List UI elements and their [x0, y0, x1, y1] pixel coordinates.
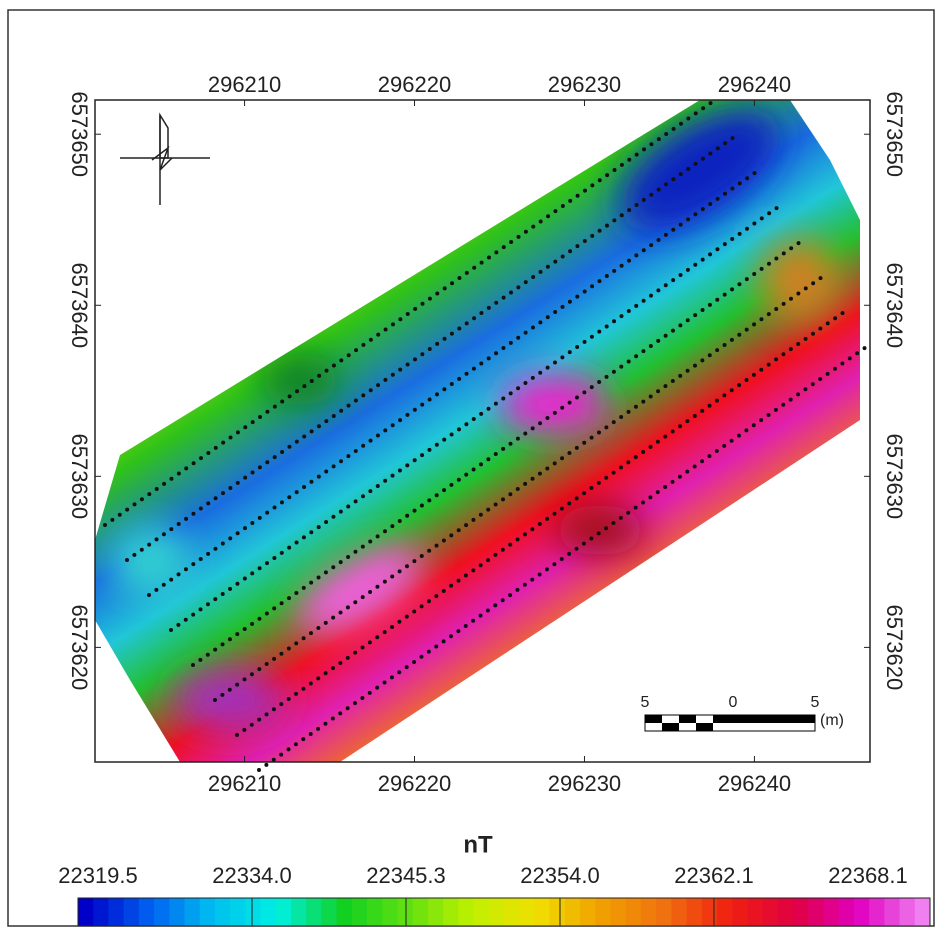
- colorbar-cell: [519, 898, 535, 926]
- y-tick-label-left: 6573620: [67, 605, 92, 691]
- survey-line: [257, 343, 871, 772]
- colorbar-cell: [838, 898, 855, 926]
- survey-line: [169, 203, 783, 632]
- scale-label: 5: [811, 694, 820, 711]
- colorbar-cell: [899, 898, 916, 926]
- colorbar-cell: [427, 898, 444, 926]
- colorbar-cell: [625, 898, 642, 926]
- colorbar-label: 22345.3: [366, 863, 446, 888]
- y-tick-label-right: 6573650: [882, 91, 907, 177]
- colorbar-title: nT: [463, 831, 493, 858]
- scale-label: 0: [729, 694, 738, 711]
- north-arrow: [120, 112, 210, 205]
- colorbar-label: 22354.0: [520, 863, 600, 888]
- colorbar-cell: [640, 898, 657, 926]
- colorbar-cell: [747, 898, 764, 926]
- colorbar-cell: [823, 898, 840, 926]
- colorbar-cell: [291, 898, 307, 926]
- colorbar: 22319.5 22334.0 22345.3 22354.0 22362.1 22368…: [58, 863, 931, 927]
- y-tick-label-right: 6573630: [882, 434, 907, 520]
- colorbar-cell: [884, 898, 901, 926]
- survey-line: [125, 133, 739, 562]
- colorbar-cell: [123, 898, 140, 926]
- colorbar-cell: [169, 898, 185, 926]
- survey-line: [191, 238, 805, 667]
- colorbar-label: 22319.5: [58, 863, 138, 888]
- colorbar-cell: [701, 898, 718, 926]
- scale-bar: 5 0 5 (m): [641, 694, 844, 732]
- colorbar-cell: [275, 898, 292, 926]
- x-tick-label-bottom: 296240: [718, 771, 791, 796]
- survey-line: [103, 98, 717, 527]
- x-tick-label-bottom: 296210: [208, 771, 281, 796]
- colorbar-cell: [367, 898, 383, 926]
- x-tick-label-top: 296240: [718, 72, 791, 97]
- scale-unit: (m): [820, 712, 844, 729]
- plot-border: [94, 99, 871, 763]
- colorbar-cell: [184, 898, 201, 926]
- colorbar-cell: [78, 898, 94, 926]
- x-tick-label-bottom: 296220: [378, 771, 451, 796]
- colorbar-cell: [869, 898, 885, 926]
- survey-line: [147, 168, 761, 597]
- magnetic-field: [95, 100, 860, 762]
- colorbar-cell: [260, 898, 277, 926]
- colorbar-cell: [321, 898, 338, 926]
- colorbar-cell: [610, 898, 627, 926]
- x-tick-label-top: 296210: [208, 72, 281, 97]
- colorbar-cell: [108, 898, 125, 926]
- colorbar-cell: [777, 898, 794, 926]
- survey-line: [213, 273, 827, 702]
- x-tick-label-top: 296230: [548, 72, 621, 97]
- colorbar-cell: [671, 898, 688, 926]
- scale-label: 5: [641, 694, 650, 711]
- colorbar-cell: [488, 898, 505, 926]
- colorbar-cell: [245, 898, 262, 926]
- colorbar-cell: [382, 898, 398, 926]
- colorbar-cell: [732, 898, 748, 926]
- colorbar-cell: [473, 898, 490, 926]
- colorbar-cell: [214, 898, 231, 926]
- survey-line: [235, 308, 849, 737]
- colorbar-cell: [762, 898, 779, 926]
- x-tick-label-bottom: 296230: [548, 771, 621, 796]
- survey-lines: [103, 98, 871, 772]
- colorbar-cell: [443, 898, 459, 926]
- colorbar-cell: [717, 898, 733, 926]
- colorbar-cell: [595, 898, 611, 926]
- y-tick-label-left: 6573640: [67, 262, 92, 348]
- colorbar-cell: [580, 898, 596, 926]
- colorbar-label: 22368.1: [828, 863, 908, 888]
- colorbar-border: [77, 897, 931, 927]
- colorbar-cell: [397, 898, 414, 926]
- y-tick-label-left: 6573630: [67, 434, 92, 520]
- colorbar-cell: [336, 898, 353, 926]
- colorbar-cell: [412, 898, 429, 926]
- colorbar-cell: [793, 898, 809, 926]
- colorbar-cell: [199, 898, 216, 926]
- colorbar-label: 22362.1: [674, 863, 754, 888]
- colorbar-cell: [808, 898, 824, 926]
- colorbar-cell: [138, 898, 155, 926]
- colorbar-cell: [914, 898, 931, 926]
- y-tick-label-right: 6573620: [882, 605, 907, 691]
- colorbar-cell: [564, 898, 581, 926]
- colorbar-cell: [504, 898, 520, 926]
- colorbar-cell: [306, 898, 322, 926]
- y-tick-label-right: 6573640: [882, 262, 907, 348]
- colorbar-cell: [154, 898, 170, 926]
- colorbar-cell: [351, 898, 368, 926]
- colorbar-cell: [230, 898, 246, 926]
- colorbar-cell: [656, 898, 672, 926]
- colorbar-label: 22334.0: [212, 863, 292, 888]
- colorbar-cell: [534, 898, 551, 926]
- x-tick-label-top: 296220: [378, 72, 451, 97]
- colorbar-cell: [458, 898, 475, 926]
- colorbar-cell: [853, 898, 870, 926]
- colorbar-cell: [686, 898, 703, 926]
- colorbar-cell: [93, 898, 109, 926]
- y-tick-label-left: 6573650: [67, 91, 92, 177]
- colorbar-cell: [549, 898, 566, 926]
